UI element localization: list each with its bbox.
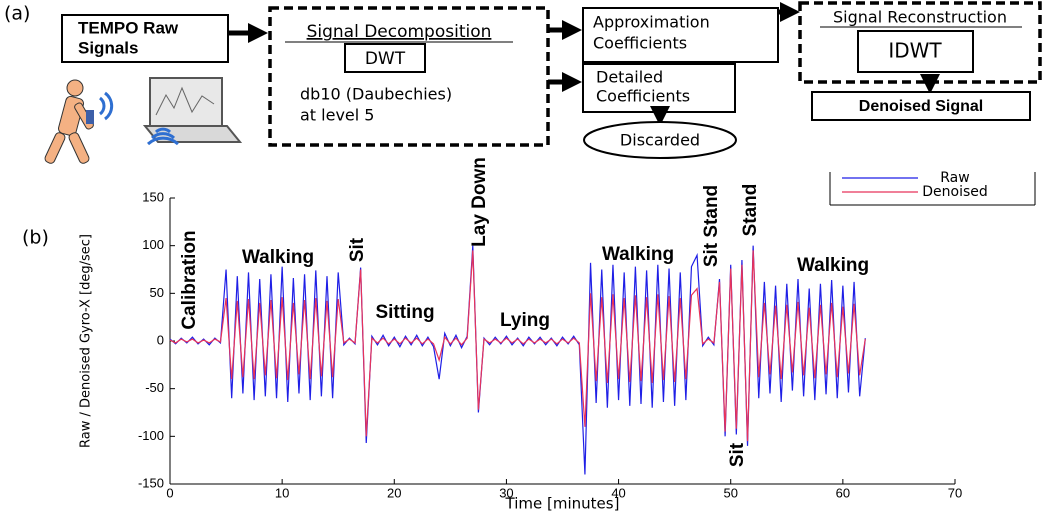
approximation-box [582, 7, 779, 63]
x-tick-label: 20 [387, 485, 401, 500]
detailed-text: Detailed [596, 68, 663, 87]
raw-signals-text: TEMPO Raw [78, 18, 179, 37]
annotation: Stand [740, 184, 761, 237]
dwt-box [344, 43, 426, 73]
legend-label: Raw [940, 170, 969, 186]
detailed-box [582, 63, 736, 113]
annotation: Lay Down [469, 157, 490, 247]
discarded-ellipse [583, 121, 737, 159]
y-tick-label: 100 [142, 237, 164, 252]
y-tick-label: -50 [145, 380, 164, 395]
y-axis-label: Raw / Denoised Gyro-X [deg/sec] [79, 234, 94, 448]
x-tick-label: 10 [275, 485, 289, 500]
x-axis-label: Time [minutes] [505, 495, 620, 512]
reconstruction-title: Signal Reconstruction [833, 8, 1007, 27]
idwt-text: IDWT [888, 39, 942, 63]
approximation-text: Approximation [593, 13, 710, 32]
y-tick-label: -150 [138, 475, 164, 490]
annotation: Sitting [375, 302, 434, 323]
x-tick-label: 30 [499, 485, 513, 500]
annotation: Sit Stand [701, 185, 722, 267]
legend-label: Denoised [922, 184, 988, 200]
x-tick-label: 0 [166, 485, 173, 500]
x-tick-label: 60 [836, 485, 850, 500]
annotation: Calibration [179, 230, 200, 329]
y-tick-label: -100 [138, 428, 164, 443]
data-line [169, 245, 866, 475]
approximation-text: Coefficients [593, 34, 687, 53]
raw-signals-box [61, 14, 229, 63]
idwt-box [857, 30, 974, 73]
detailed-text: Coefficients [596, 87, 690, 106]
output-box [811, 91, 1031, 121]
dwt-text: DWT [365, 49, 406, 69]
panel-label: (b) [22, 227, 49, 249]
annotation: Walking [242, 247, 314, 268]
output-text: Denoised Signal [859, 98, 983, 115]
x-tick-label: 70 [948, 485, 962, 500]
chart: -150 -100 -50 0 50 100 150 0 10 20 30 40 50 60 70 Time … [79, 157, 1036, 512]
annotation: Sit [727, 442, 748, 467]
annotation: Sit [347, 237, 368, 262]
data-line [169, 250, 866, 442]
decomposition-detail: db10 (Daubechies) [300, 85, 452, 104]
y-tick-label: 150 [142, 189, 164, 204]
y-tick-label: 50 [150, 285, 164, 300]
person-icon [44, 79, 114, 164]
x-tick-label: 40 [611, 485, 625, 500]
panel-label: (a) [4, 3, 30, 25]
decomposition-detail: at level 5 [300, 106, 374, 125]
annotation: Walking [797, 255, 869, 276]
decomposition-box [268, 6, 550, 147]
laptop-icon [142, 77, 243, 146]
discarded-text: Discarded [620, 131, 700, 150]
decomposition-title: Signal Decomposition [307, 22, 492, 42]
x-tick-label: 50 [723, 485, 737, 500]
annotation: Lying [500, 310, 550, 331]
annotation: Walking [602, 244, 674, 265]
y-tick-label: 0 [157, 332, 164, 347]
raw-signals-text: Signals [78, 38, 138, 57]
